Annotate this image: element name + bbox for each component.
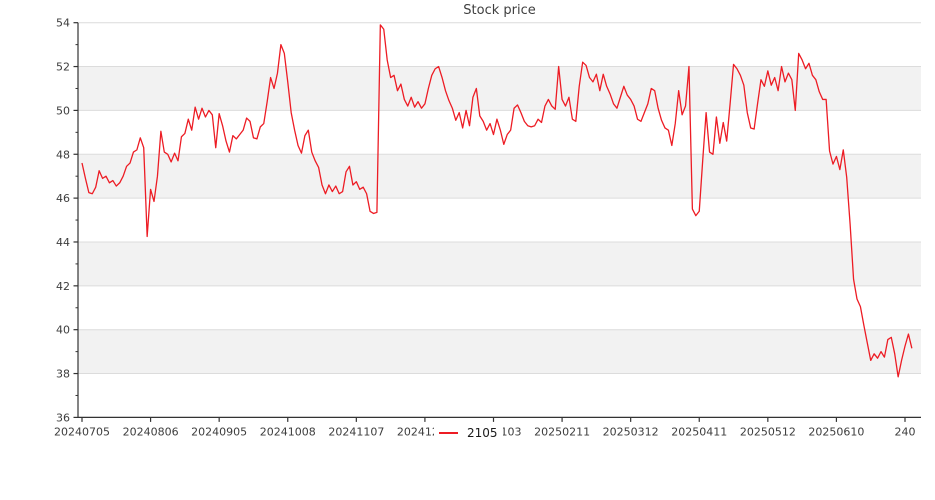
y-tick-label: 48	[56, 148, 70, 161]
y-tick-label: 36	[56, 411, 70, 424]
x-tick-label: 20240705	[54, 425, 110, 438]
x-tick-label: 20240806	[123, 425, 179, 438]
y-tick-label: 40	[56, 324, 70, 337]
y-tick-label: 54	[56, 17, 70, 30]
chart-title: Stock price	[463, 3, 536, 18]
legend-label: 2105	[467, 425, 498, 440]
y-tick-label: 52	[56, 61, 70, 74]
x-tick-label: 20241008	[260, 425, 316, 438]
y-tick-label: 44	[56, 236, 70, 249]
y-tick-label: 38	[56, 368, 70, 381]
background-band	[78, 154, 921, 199]
legend: 2105	[434, 423, 503, 442]
x-tick-label: 20250312	[603, 425, 659, 438]
y-tick-label: 46	[56, 192, 70, 205]
x-tick-label: 20250211	[534, 425, 590, 438]
background-band	[78, 329, 921, 374]
legend-line-marker-icon	[439, 431, 458, 434]
x-tick-label: 20241107	[328, 425, 384, 438]
x-tick-label: 20250610	[808, 425, 864, 438]
y-tick-label: 42	[56, 280, 70, 293]
y-tick-label: 50	[56, 104, 70, 117]
x-tick-label: 240	[895, 425, 916, 438]
x-tick-label: 20250411	[671, 425, 727, 438]
x-tick-label: 20240905	[191, 425, 247, 438]
price-line	[81, 24, 913, 378]
background-band	[78, 241, 921, 286]
x-tick-label: 20250512	[740, 425, 796, 438]
